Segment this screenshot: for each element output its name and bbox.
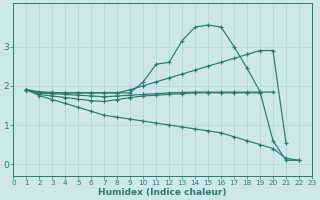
X-axis label: Humidex (Indice chaleur): Humidex (Indice chaleur) — [98, 188, 227, 197]
